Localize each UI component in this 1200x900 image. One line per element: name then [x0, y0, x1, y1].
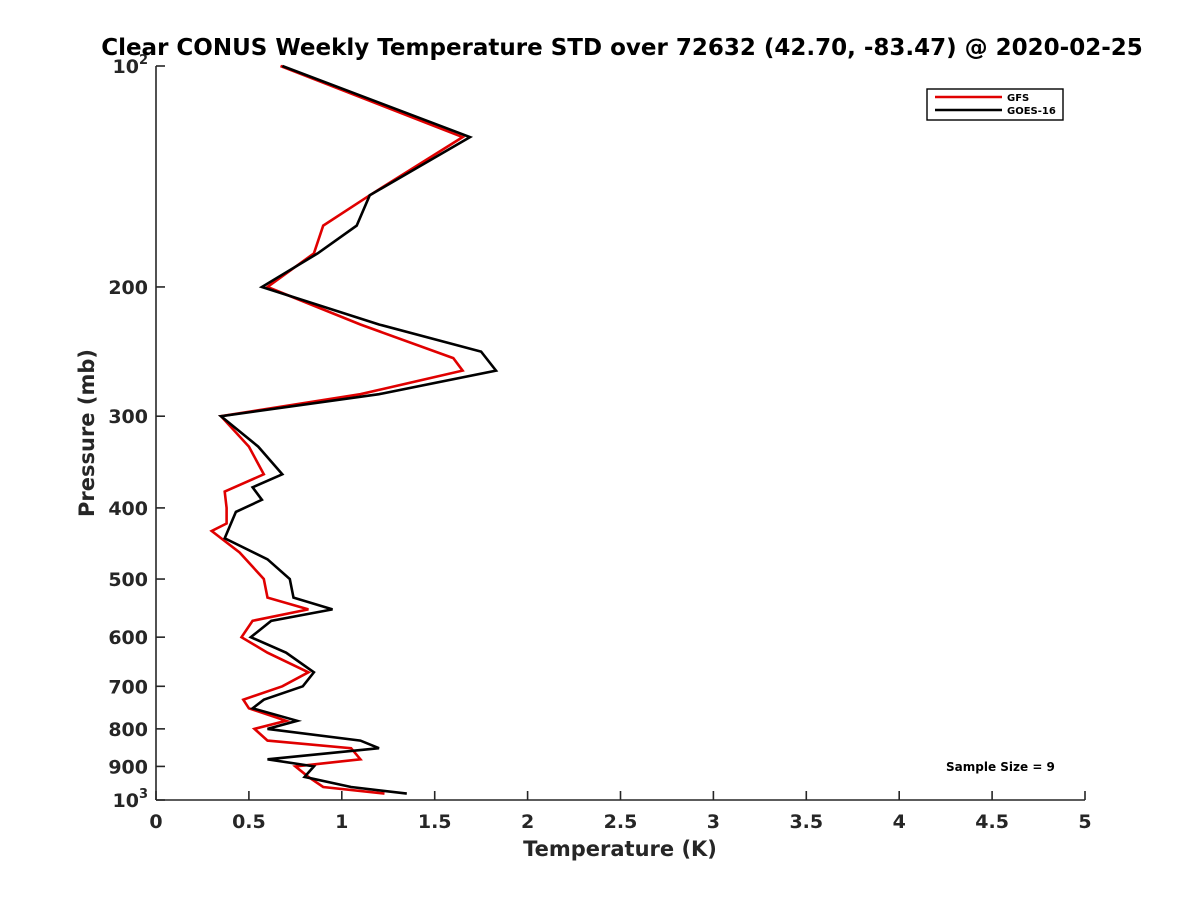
y-tick-label: 600 — [108, 627, 148, 649]
series-layer — [209, 64, 499, 795]
x-tick-label: 1 — [335, 811, 348, 833]
y-tick-label: 300 — [108, 406, 148, 428]
y-tick-label: 103 — [113, 787, 149, 812]
x-axis-title: Temperature (K) — [523, 837, 717, 861]
chart-title: Clear CONUS Weekly Temperature STD over … — [101, 35, 1143, 61]
y-tick-label: 900 — [108, 756, 148, 778]
y-tick-label: 500 — [108, 569, 148, 591]
x-tick-label: 5 — [1078, 811, 1091, 833]
series-line-gfs — [209, 64, 466, 795]
y-tick-label: 400 — [108, 498, 148, 520]
x-tick-label: 1.5 — [418, 811, 452, 833]
legend: GFS GOES-16 — [926, 88, 1064, 121]
y-tick-label: 800 — [108, 719, 148, 741]
sample-size-note: Sample Size = 9 — [946, 760, 1055, 774]
y-tick-label: 200 — [108, 277, 148, 299]
x-tick-label: 3 — [707, 811, 720, 833]
legend-box — [926, 88, 1064, 121]
x-tick-label: 0 — [149, 811, 162, 833]
x-tick-label: 4.5 — [975, 811, 1009, 833]
x-tick-label: 2.5 — [604, 811, 638, 833]
legend-label-goes16: GOES-16 — [1007, 106, 1056, 117]
x-tick-label: 4 — [893, 811, 906, 833]
x-tick-label: 2 — [521, 811, 534, 833]
legend-label-gfs: GFS — [1007, 93, 1029, 104]
x-tick-label: 3.5 — [789, 811, 823, 833]
x-tick-label: 0.5 — [232, 811, 266, 833]
y-tick-label: 102 — [113, 53, 149, 78]
y-tick-label: 700 — [108, 676, 148, 698]
series-line-goes16 — [217, 64, 499, 795]
y-axis-title: Pressure (mb) — [75, 349, 99, 517]
axes: 0 0.5 1 1.5 2 2.5 3 3.5 4 4.5 5 102 200 300 400 500 600 7… — [108, 53, 1091, 833]
